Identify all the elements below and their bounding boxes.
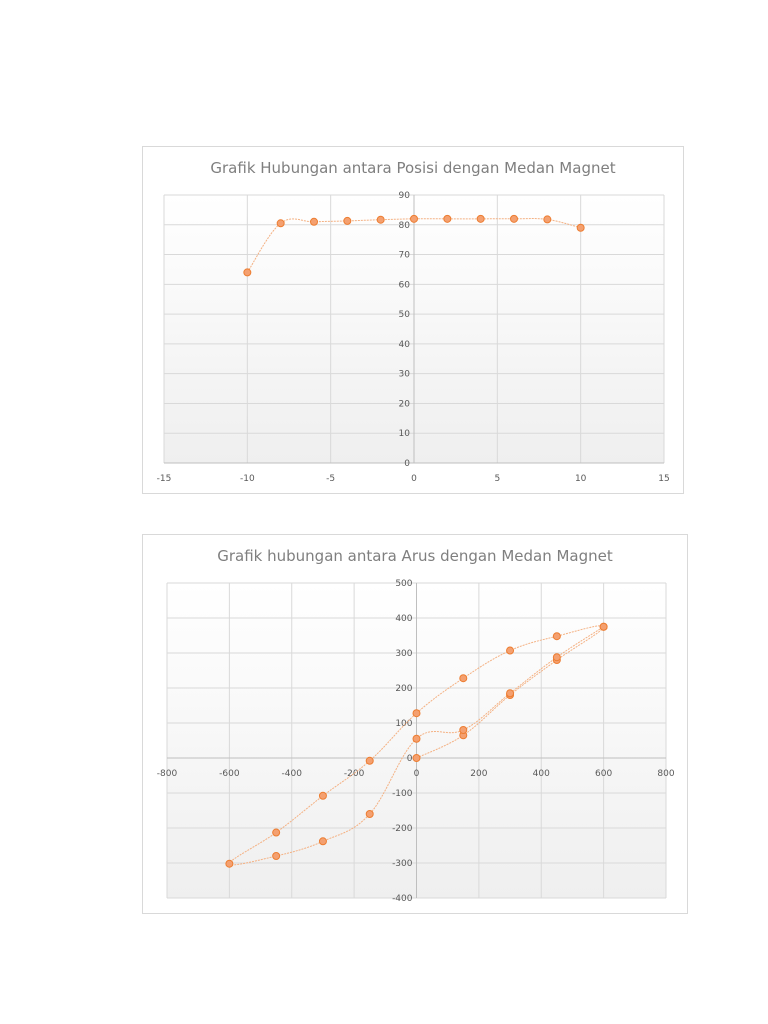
svg-text:0: 0 (414, 769, 420, 779)
svg-text:-300: -300 (392, 859, 413, 869)
svg-text:100: 100 (395, 719, 412, 729)
svg-text:200: 200 (395, 684, 412, 694)
chart-posisi-medan-magnet: Grafik Hubungan antara Posisi dengan Med… (142, 146, 684, 494)
svg-text:-5: -5 (326, 474, 335, 484)
chart-title: Grafik hubungan antara Arus dengan Medan… (217, 547, 613, 565)
svg-text:50: 50 (399, 310, 411, 320)
svg-text:-600: -600 (219, 769, 240, 779)
chart-arus-medan-magnet: Grafik hubungan antara Arus dengan Medan… (142, 534, 688, 914)
svg-text:-400: -400 (392, 894, 413, 904)
svg-text:0: 0 (411, 474, 417, 484)
chart-plot-area: 0 10 20 30 40 50 60 70 80 90 -15 -10 -5 0 5 10 15 (157, 191, 670, 484)
svg-text:-200: -200 (344, 769, 365, 779)
svg-text:30: 30 (399, 370, 411, 380)
svg-text:80: 80 (399, 221, 411, 231)
svg-text:5: 5 (494, 474, 500, 484)
svg-text:-15: -15 (157, 474, 172, 484)
svg-text:10: 10 (399, 429, 411, 439)
svg-text:800: 800 (657, 769, 674, 779)
chart-title: Grafik Hubungan antara Posisi dengan Med… (210, 159, 616, 177)
svg-text:15: 15 (658, 474, 669, 484)
svg-text:40: 40 (399, 340, 411, 350)
svg-text:400: 400 (395, 614, 412, 624)
svg-text:60: 60 (399, 280, 411, 290)
svg-text:70: 70 (399, 251, 411, 261)
svg-text:-100: -100 (392, 789, 413, 799)
svg-text:10: 10 (575, 474, 587, 484)
svg-text:-400: -400 (282, 769, 303, 779)
svg-text:400: 400 (533, 769, 550, 779)
svg-text:0: 0 (407, 754, 413, 764)
svg-text:-800: -800 (157, 769, 178, 779)
svg-text:500: 500 (395, 579, 412, 589)
svg-text:200: 200 (470, 769, 487, 779)
svg-text:300: 300 (395, 649, 412, 659)
svg-text:600: 600 (595, 769, 612, 779)
svg-text:0: 0 (404, 459, 410, 469)
svg-text:20: 20 (399, 399, 411, 409)
svg-text:-10: -10 (240, 474, 255, 484)
svg-text:90: 90 (399, 191, 411, 201)
svg-text:-200: -200 (392, 824, 413, 834)
